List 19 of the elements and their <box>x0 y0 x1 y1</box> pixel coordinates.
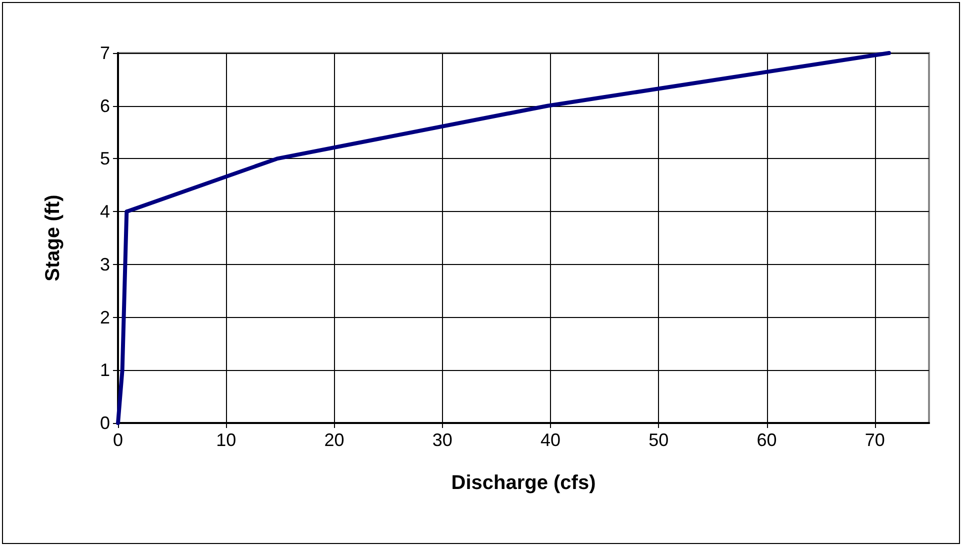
x-tick-label: 60 <box>756 430 777 450</box>
y-tick-label: 2 <box>100 307 110 328</box>
x-tick-label: 70 <box>864 430 885 450</box>
x-tick-label: 40 <box>540 430 561 450</box>
x-tick-label: 20 <box>324 430 344 450</box>
y-tick-label: 5 <box>100 148 110 169</box>
y-tick-label: 3 <box>100 254 110 274</box>
y-tick-label: 7 <box>100 43 110 63</box>
y-tick-label: 4 <box>100 202 110 222</box>
y-axis-title: Stage (ft) <box>42 194 64 282</box>
y-tick-label: 1 <box>100 360 110 380</box>
line-series <box>116 51 891 425</box>
x-tick-label: 10 <box>216 430 236 450</box>
y-tick-label: 6 <box>100 96 110 116</box>
x-tick-label: 0 <box>112 430 124 450</box>
x-axis-title: Discharge (cfs) <box>451 472 596 494</box>
x-tick-label: 50 <box>648 430 669 450</box>
y-tick-label: 0 <box>100 413 110 433</box>
x-tick-label: 30 <box>432 430 452 450</box>
